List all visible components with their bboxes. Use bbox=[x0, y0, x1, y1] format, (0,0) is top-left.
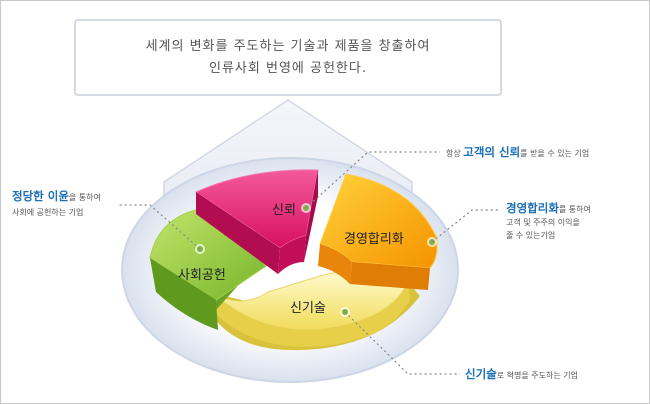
mission-line-1: 세계의 변화를 주도하는 기술과 제품을 창출하여 bbox=[146, 39, 431, 54]
segment-label-trust: 신뢰 bbox=[272, 203, 296, 218]
segment-management bbox=[318, 173, 438, 290]
callout-trust: 항상 고객의 신뢰를 받을 수 있는 기업 bbox=[446, 145, 589, 159]
leader-line-trust bbox=[305, 151, 440, 209]
callout-management-line-3: 줄 수 있는기업 bbox=[506, 230, 555, 240]
callout-management: 경영합리화를 통하여 bbox=[506, 201, 591, 215]
segment-label-technology: 신기술 bbox=[290, 301, 326, 316]
leader-line-management bbox=[431, 209, 500, 243]
callout-technology: 신기술로 혁명을 주도하는 기업 bbox=[465, 367, 578, 381]
mission-line-2: 인류사회 번영에 공헌한다. bbox=[209, 61, 367, 76]
segment-label-social: 사회공헌 bbox=[178, 268, 226, 283]
leader-line-social bbox=[118, 204, 201, 250]
callout-management-line-2: 고객 및 주주의 이익을 bbox=[506, 217, 580, 227]
segment-social bbox=[149, 209, 267, 330]
callout-social: 정당한 이윤을 통하여 bbox=[12, 189, 101, 203]
segment-label-management: 경영합리화 bbox=[344, 232, 404, 247]
callout-social-line-2: 사회에 공헌하는 기업 bbox=[12, 207, 83, 217]
mission-box: 세계의 변화를 주도하는 기술과 제품을 창출하여 인류사회 번영에 공헌한다. bbox=[74, 19, 502, 96]
segment-trust bbox=[194, 169, 319, 274]
